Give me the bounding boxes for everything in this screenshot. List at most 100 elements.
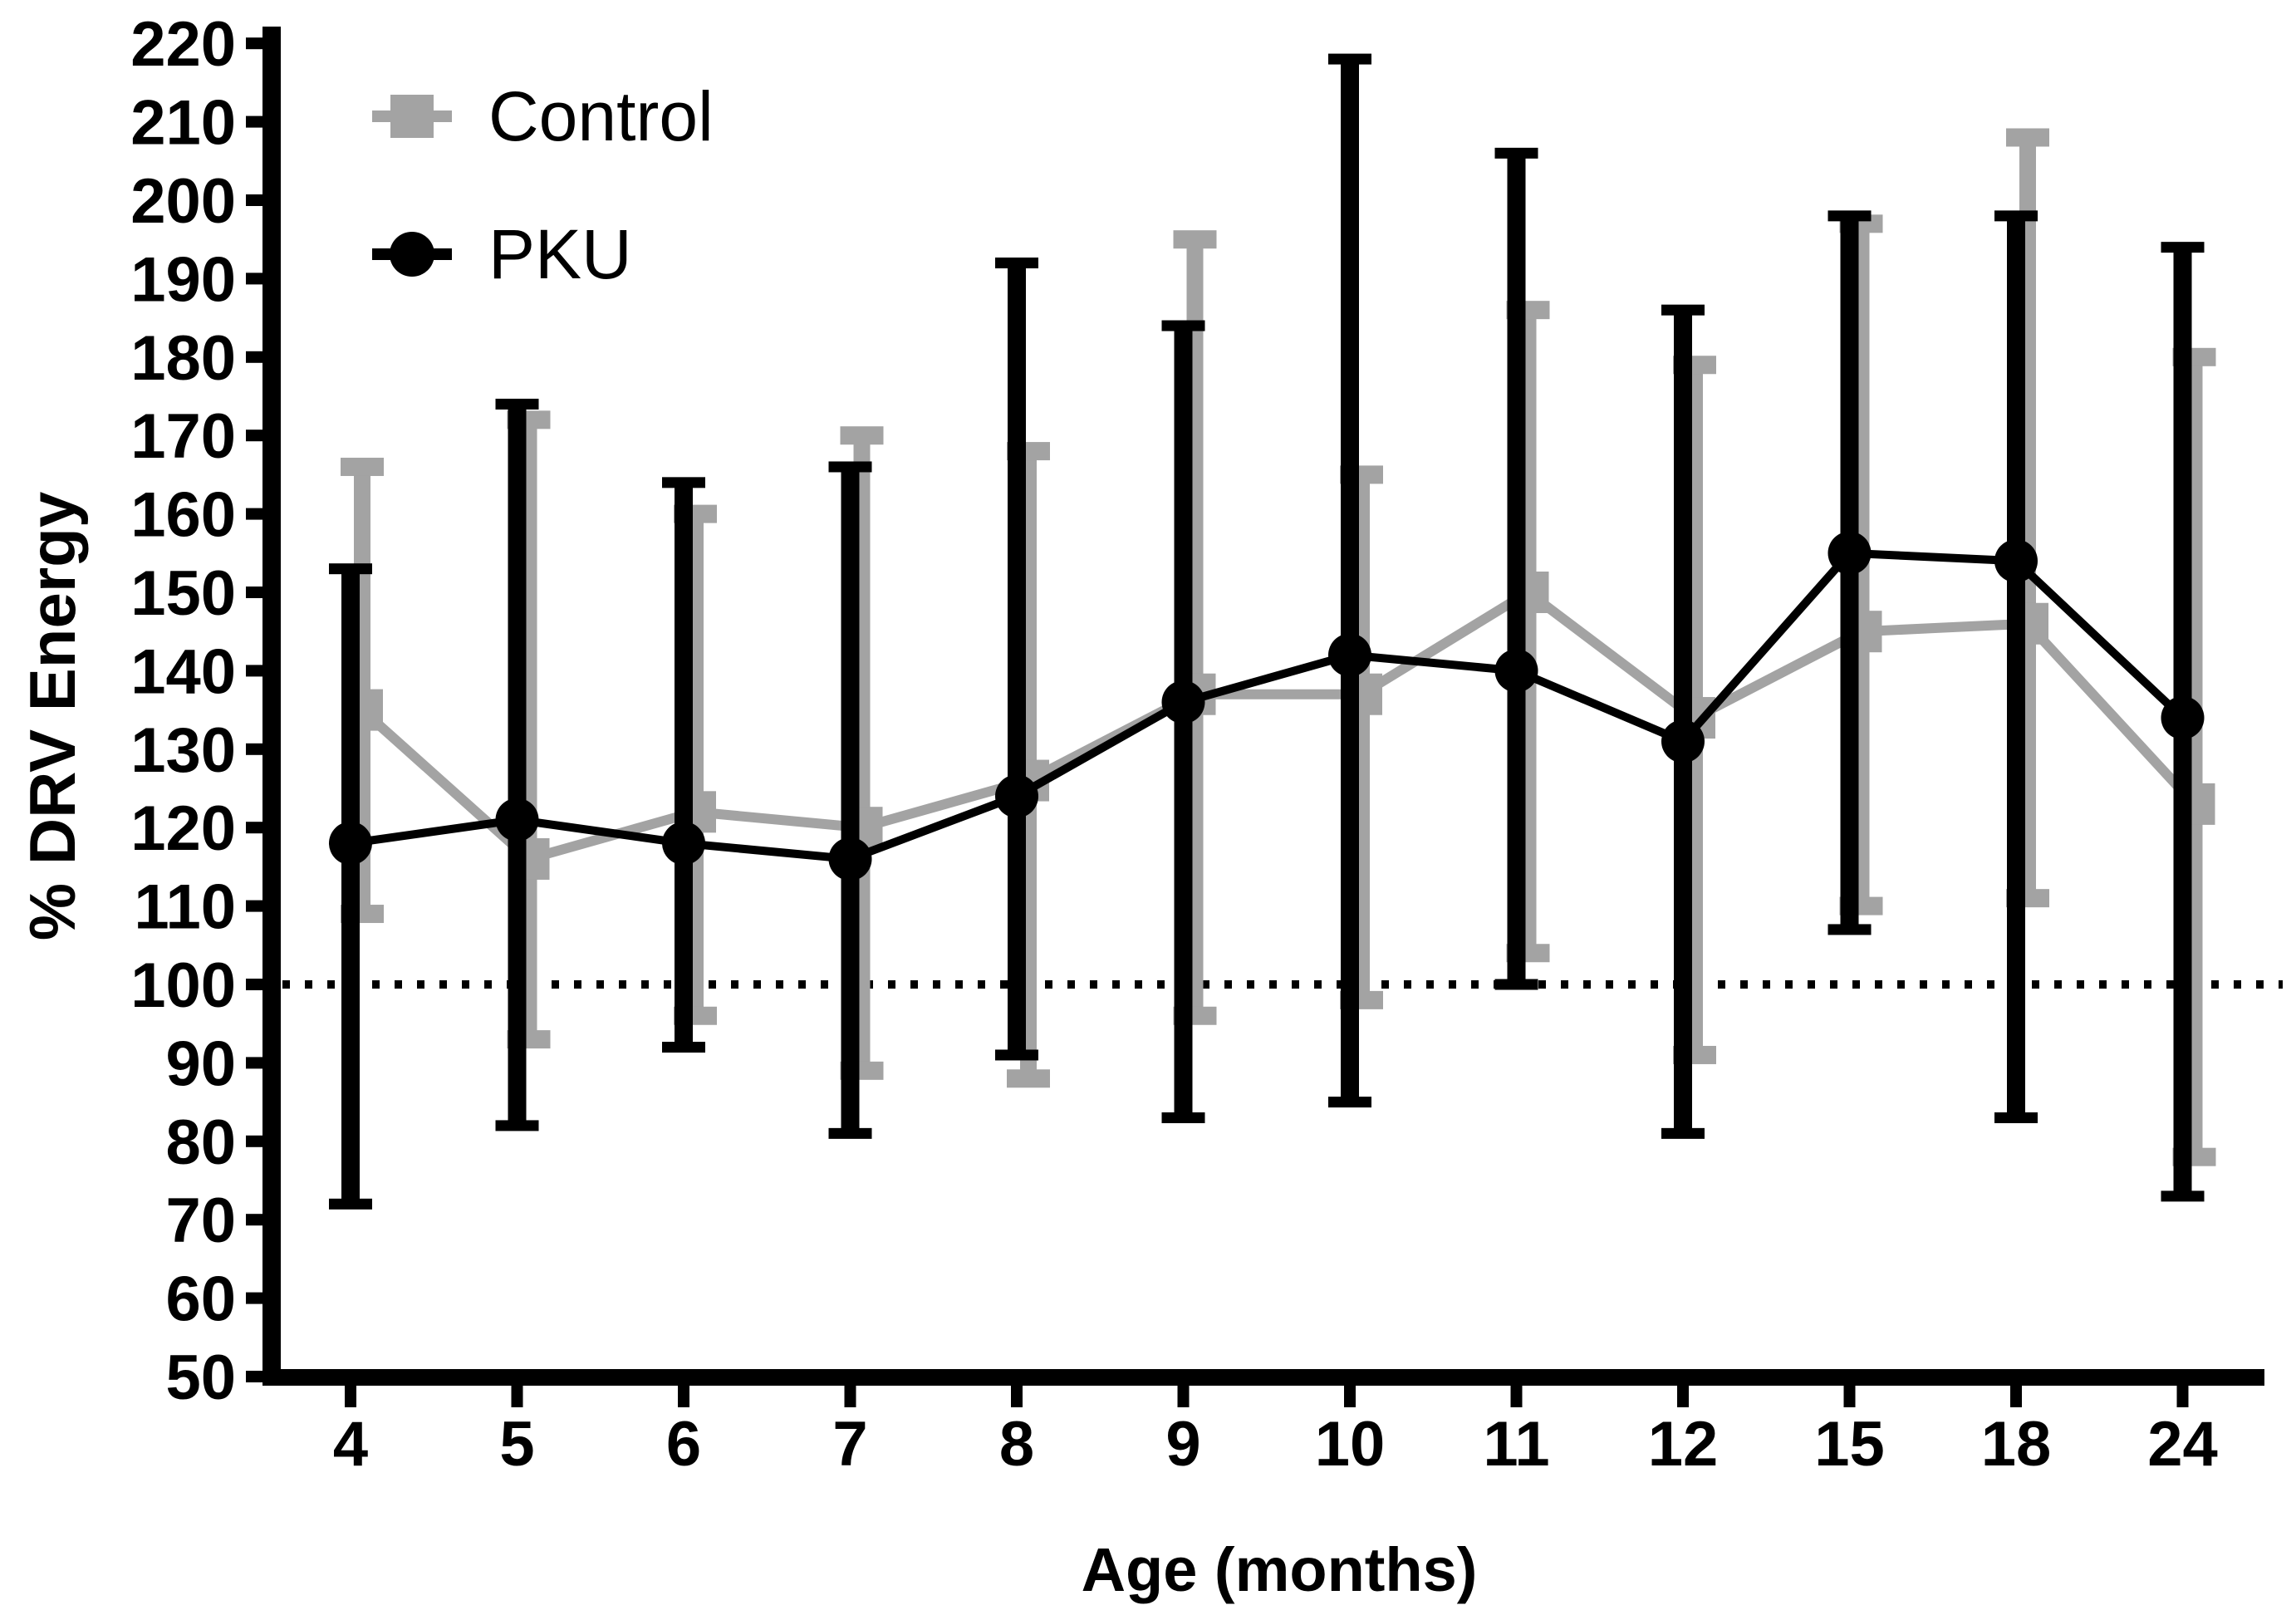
y-tick bbox=[246, 351, 262, 363]
error-bar bbox=[495, 398, 539, 1131]
x-tick-label: 5 bbox=[499, 1409, 534, 1480]
error-bar bbox=[1328, 53, 1371, 1108]
x-tick bbox=[844, 1386, 856, 1407]
error-bar-cap-top bbox=[1661, 304, 1705, 316]
pku-data-point-marker bbox=[995, 774, 1038, 818]
error-bar-cap-bottom bbox=[495, 1120, 539, 1131]
y-tick-label: 80 bbox=[165, 1107, 236, 1178]
x-tick bbox=[1510, 1386, 1523, 1407]
y-tick bbox=[246, 429, 262, 442]
pku-circle-marker-icon bbox=[390, 232, 434, 277]
error-bar-cap-bottom bbox=[1661, 1127, 1705, 1139]
error-bar-cap-bottom bbox=[662, 1042, 705, 1053]
error-bar-cap-top bbox=[341, 457, 384, 476]
y-tick-label: 60 bbox=[165, 1264, 236, 1335]
y-tick bbox=[246, 194, 262, 206]
error-bar-cap-bottom bbox=[1494, 979, 1538, 990]
pku-data-point-marker bbox=[1161, 680, 1205, 724]
x-tick-label: 15 bbox=[1814, 1409, 1885, 1480]
error-bar-cap-top bbox=[828, 461, 872, 473]
error-bar-cap-top bbox=[1827, 210, 1872, 222]
y-tick bbox=[246, 665, 262, 677]
pku-data-point-marker bbox=[1661, 719, 1705, 763]
y-tick bbox=[246, 1057, 262, 1069]
x-tick bbox=[345, 1386, 356, 1407]
x-tick bbox=[2010, 1386, 2022, 1407]
legend-label-control: Control bbox=[488, 77, 714, 155]
error-bar-cap-bottom bbox=[329, 1198, 372, 1210]
error-bar-cap-top bbox=[2161, 242, 2205, 253]
error-bar-cap-top bbox=[1328, 53, 1371, 65]
y-tick-label: 100 bbox=[130, 950, 236, 1021]
x-tick-label: 9 bbox=[1165, 1409, 1200, 1480]
series-line bbox=[358, 586, 2198, 865]
x-tick bbox=[1177, 1386, 1190, 1407]
y-tick-label: 190 bbox=[130, 244, 236, 315]
error-bar-cap-top bbox=[1161, 320, 1205, 331]
x-tick bbox=[1344, 1386, 1356, 1407]
error-bar bbox=[995, 258, 1038, 1061]
y-tick bbox=[246, 1135, 262, 1147]
y-tick-label: 110 bbox=[134, 872, 236, 943]
x-tick bbox=[1677, 1386, 1689, 1407]
error-bar-cap-bottom bbox=[1328, 1097, 1371, 1108]
x-tick bbox=[511, 1386, 523, 1407]
error-bar-cap-top bbox=[995, 258, 1038, 269]
x-tick-label: 10 bbox=[1315, 1409, 1386, 1480]
legend-item-pku: PKU bbox=[372, 215, 632, 293]
x-tick-label: 7 bbox=[832, 1409, 867, 1480]
pku-data-point-marker bbox=[329, 822, 372, 866]
y-tick-label: 180 bbox=[130, 323, 236, 394]
pku-data-point-marker bbox=[828, 837, 872, 881]
y-tick-label: 120 bbox=[130, 793, 236, 864]
legend-label-pku: PKU bbox=[488, 215, 632, 293]
x-tick-label: 6 bbox=[666, 1409, 701, 1480]
legend: Control PKU bbox=[372, 77, 714, 293]
error-bar bbox=[662, 477, 705, 1053]
error-bar-cap-bottom bbox=[1007, 1069, 1050, 1088]
y-tick-label: 210 bbox=[130, 88, 236, 159]
x-tick bbox=[2176, 1386, 2189, 1407]
pku-data-point-marker bbox=[1994, 539, 2038, 583]
x-tick bbox=[1011, 1386, 1023, 1407]
pku-data-point-marker bbox=[1494, 649, 1538, 693]
y-tick bbox=[246, 115, 262, 128]
error-bar bbox=[329, 563, 372, 1210]
pku-data-point-marker bbox=[1827, 531, 1872, 575]
error-bar bbox=[1494, 147, 1538, 990]
y-tick-label: 200 bbox=[130, 166, 236, 237]
error-bar-cap-bottom bbox=[1161, 1112, 1205, 1123]
error-bar-cap-bottom bbox=[1827, 924, 1872, 935]
error-bar-cap-top bbox=[329, 563, 372, 575]
error-bar-cap-bottom bbox=[828, 1127, 872, 1139]
error-bar-cap-bottom bbox=[2161, 1190, 2205, 1202]
y-tick-label: 70 bbox=[165, 1185, 236, 1256]
y-tick bbox=[246, 272, 262, 285]
y-tick-label: 130 bbox=[130, 715, 236, 786]
y-tick-label: 170 bbox=[130, 401, 236, 472]
y-axis-title: % DRV Energy bbox=[16, 492, 89, 940]
error-bar-cap-bottom bbox=[995, 1049, 1038, 1061]
x-tick bbox=[678, 1386, 689, 1407]
y-tick bbox=[246, 37, 262, 50]
error-bar-cap-top bbox=[840, 426, 884, 445]
x-tick-label: 24 bbox=[2147, 1409, 2218, 1480]
y-tick bbox=[246, 1214, 262, 1226]
x-axis-title: Age (months) bbox=[1082, 1535, 1478, 1604]
legend-item-control: Control bbox=[372, 77, 714, 155]
pku-data-point-marker bbox=[1328, 633, 1371, 677]
error-bar-cap-top bbox=[495, 398, 539, 410]
series-line bbox=[350, 548, 2186, 864]
x-tick bbox=[1843, 1386, 1856, 1407]
y-tick bbox=[246, 587, 262, 598]
error-bar bbox=[828, 461, 872, 1139]
error-bar-cap-top bbox=[2006, 128, 2049, 147]
y-tick bbox=[246, 1371, 262, 1382]
x-axis-ticks: 4 5 6 7 8 9 10 11 12 15 18 24 bbox=[333, 1386, 2218, 1480]
error-bar-cap-top bbox=[1994, 210, 2038, 222]
x-tick-label: 12 bbox=[1648, 1409, 1719, 1480]
